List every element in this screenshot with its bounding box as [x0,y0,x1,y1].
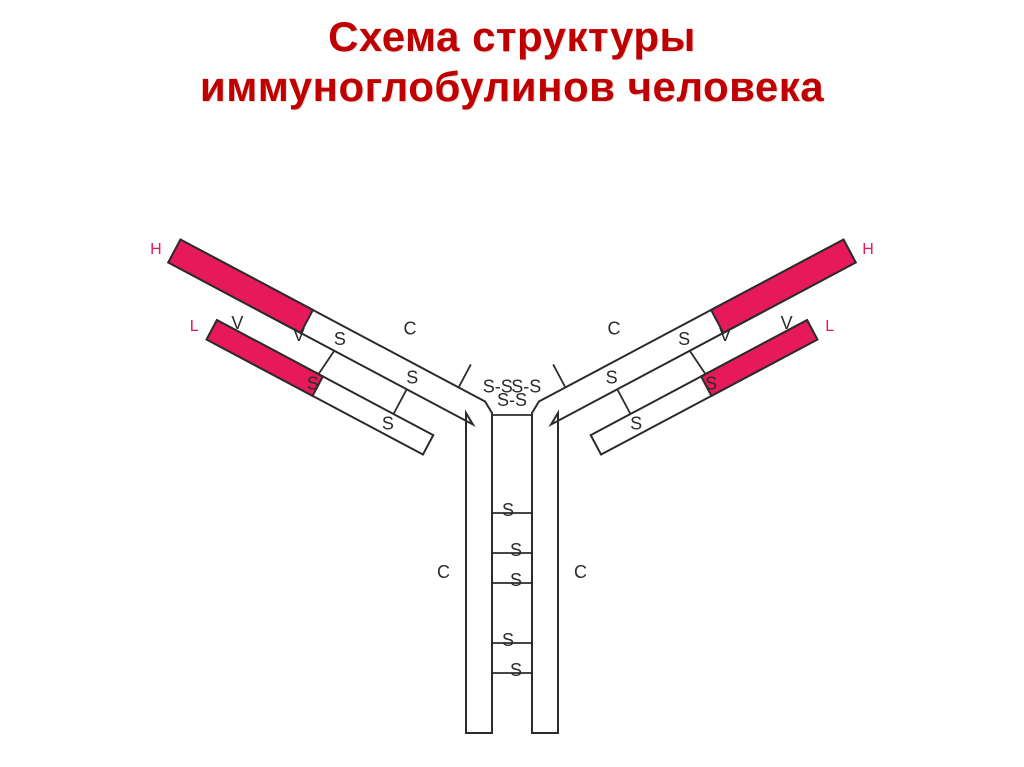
disulfide-bond [459,364,471,387]
label-v: V [719,325,731,345]
label-s: S [510,540,522,560]
label-s: S [510,660,522,680]
heavy-chain-left [532,239,856,732]
label-h: H [862,241,874,258]
label-s: S [678,329,690,349]
label-s: S [510,570,522,590]
label-c: C [608,318,621,338]
label-c: C [437,562,450,582]
title-line-1: Схема структуры [0,12,1024,62]
label-s: S [502,500,514,520]
label-s: S [502,630,514,650]
disulfide-bond [318,351,334,374]
right-side-mirror [532,239,856,732]
label-c: C [574,562,587,582]
label-v: V [231,313,243,333]
disulfide-bond [690,351,706,374]
label-s: S [630,413,642,433]
disulfide-bond [617,389,630,414]
label-s: S [382,413,394,433]
title-line-2: иммуноглобулинов человека [0,62,1024,112]
disulfide-bond [553,364,565,387]
label-s: S [606,367,618,387]
label-c: C [403,318,416,338]
label-l: L [825,318,834,335]
diagram-title: Схема структуры иммуноглобулинов человек… [0,0,1024,113]
immunoglobulin-diagram: SSSSS-SCVVHLCVVHLSSSSS-SS-SSSSSSCC [0,113,1024,753]
label-h: H [150,241,162,258]
label-ss: S-S [497,390,527,410]
label-l: L [190,318,199,335]
label-s: S [334,329,346,349]
label-s: S [307,373,319,393]
label-v: V [293,325,305,345]
disulfide-bond [394,389,407,414]
label-s: S [705,373,717,393]
label-v: V [781,313,793,333]
heavy-chain-left [168,239,492,732]
label-s: S [406,367,418,387]
